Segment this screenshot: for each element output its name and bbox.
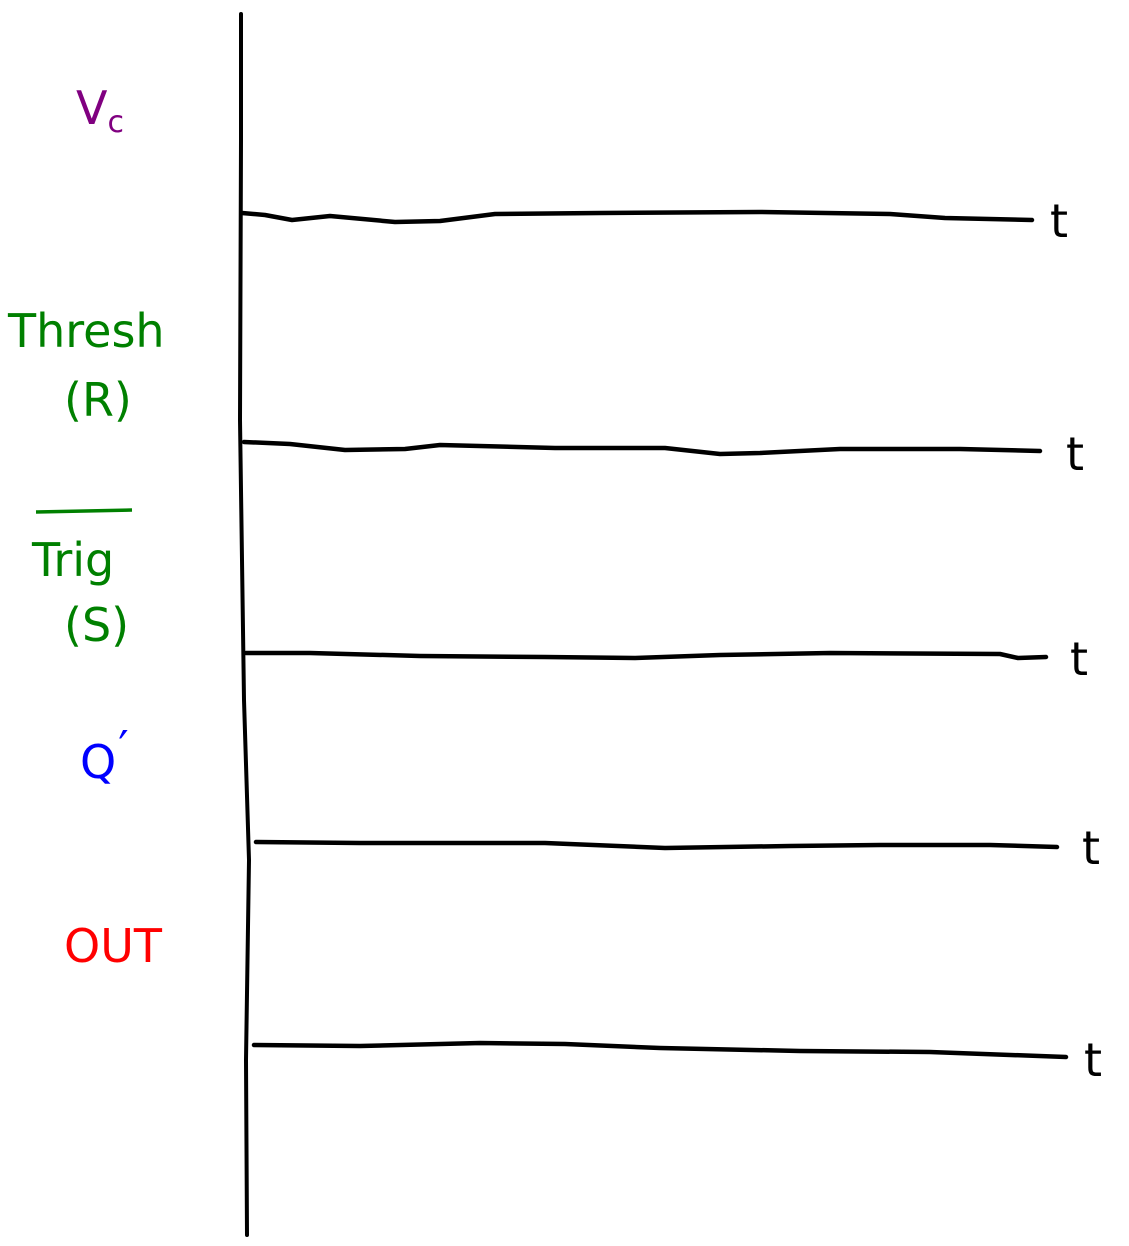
signal-name-q: Q <box>80 735 116 789</box>
signal-label-out: OUT <box>64 919 163 973</box>
baseline-out <box>251 1040 1069 1060</box>
signal-row-out: OUT t <box>64 919 1102 1087</box>
signal-row-trig: Trig (S) t <box>31 508 1088 686</box>
time-label-trig: t <box>1070 632 1088 686</box>
signal-label-thresh: Thresh <box>7 304 165 358</box>
vertical-axis <box>238 12 251 1237</box>
time-label-thresh: t <box>1066 427 1084 481</box>
signal-prime-q: ′ <box>118 721 128 775</box>
trig-overbar <box>35 508 133 514</box>
signal-row-vc: Vc t <box>76 81 1068 248</box>
time-label-vc: t <box>1050 194 1068 248</box>
signal-row-thresh: Thresh (R) t <box>7 304 1084 481</box>
signal-label-trig: Trig <box>31 533 114 587</box>
signal-row-q-prime: Q′ t <box>80 721 1100 875</box>
time-label-out: t <box>1084 1033 1102 1087</box>
baseline-vc <box>239 209 1035 225</box>
time-label-q-prime: t <box>1082 821 1100 875</box>
signal-name-vc: V <box>76 81 108 135</box>
baseline-thresh <box>241 439 1043 457</box>
baseline-trig <box>243 650 1049 661</box>
signal-subscript-vc: c <box>107 105 124 140</box>
signal-secondary-trig: (S) <box>64 598 129 652</box>
signal-label-q-prime: Q′ <box>80 721 129 789</box>
signal-label-vc: Vc <box>76 81 124 140</box>
baseline-q-prime <box>253 839 1060 851</box>
signal-secondary-thresh: (R) <box>64 373 132 427</box>
